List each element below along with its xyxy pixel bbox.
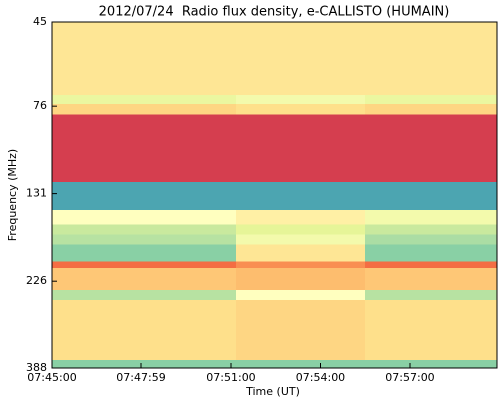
heatmap-cell (365, 359, 497, 368)
heatmap-cell (235, 22, 366, 96)
heatmap-cell (52, 244, 236, 262)
heatmap-cell (365, 299, 497, 360)
x-tick-label: 07:54:00 (296, 371, 345, 384)
heatmap-cell (235, 182, 366, 210)
heatmap-cell (365, 261, 497, 268)
x-axis-label: Time (UT) (245, 385, 300, 398)
heatmap-cell (365, 209, 497, 225)
heatmap-cell (235, 224, 366, 235)
heatmap-cell (365, 290, 497, 300)
heatmap-cell (52, 95, 236, 105)
heatmap-cell (365, 182, 497, 210)
y-tick-label: 226 (26, 274, 47, 287)
heatmap-cell (235, 104, 366, 115)
y-tick-label: 45 (33, 15, 47, 28)
x-tick-label: 07:57:00 (385, 371, 434, 384)
plot-frame (51, 21, 498, 369)
heatmap-cell (52, 182, 236, 210)
heatmap-cell (52, 267, 236, 291)
heatmap-cell (235, 359, 366, 368)
heatmap-cell (365, 267, 497, 291)
heatmap-cell (235, 114, 366, 183)
heatmap-cell (235, 95, 366, 105)
x-tick-label: 07:45:00 (27, 371, 76, 384)
heatmap-cell (52, 299, 236, 360)
heatmap-cell (235, 261, 366, 268)
heatmap-cell (365, 224, 497, 235)
heatmap-cell (365, 95, 497, 105)
y-tick-label: 76 (33, 99, 47, 112)
heatmap-cells (52, 22, 497, 368)
heatmap-cell (235, 234, 366, 245)
chart-title: 2012/07/24 Radio flux density, e-CALLIST… (99, 5, 450, 20)
x-tick-label: 07:51:00 (206, 371, 255, 384)
heatmap-cell (235, 267, 366, 291)
y-axis-label: Frequency (MHz) (6, 149, 19, 241)
heatmap-cell (52, 114, 236, 183)
heatmap-cell (365, 104, 497, 115)
heatmap-cell (235, 209, 366, 225)
axes: 07:45:00 07:47:59 07:51:00 07:54:00 07:57:00… (26, 15, 498, 384)
heatmap-cell (52, 290, 236, 300)
heatmap-cell (365, 114, 497, 183)
heatmap-cell (235, 290, 366, 300)
heatmap-cell (52, 104, 236, 115)
x-tick-label: 07:47:59 (116, 371, 165, 384)
heatmap-cell (52, 224, 236, 235)
heatmap-cell (365, 22, 497, 96)
heatmap-cell (52, 359, 236, 368)
heatmap-cell (235, 244, 366, 262)
y-tick-label: 131 (26, 187, 47, 200)
heatmap-cell (52, 22, 236, 96)
heatmap-cell (52, 234, 236, 245)
heatmap-cell (235, 299, 366, 360)
heatmap-cell (365, 234, 497, 245)
heatmap-cell (52, 209, 236, 225)
y-tick-label: 388 (26, 361, 47, 374)
heatmap-cell (365, 244, 497, 262)
heatmap-cell (52, 261, 236, 268)
